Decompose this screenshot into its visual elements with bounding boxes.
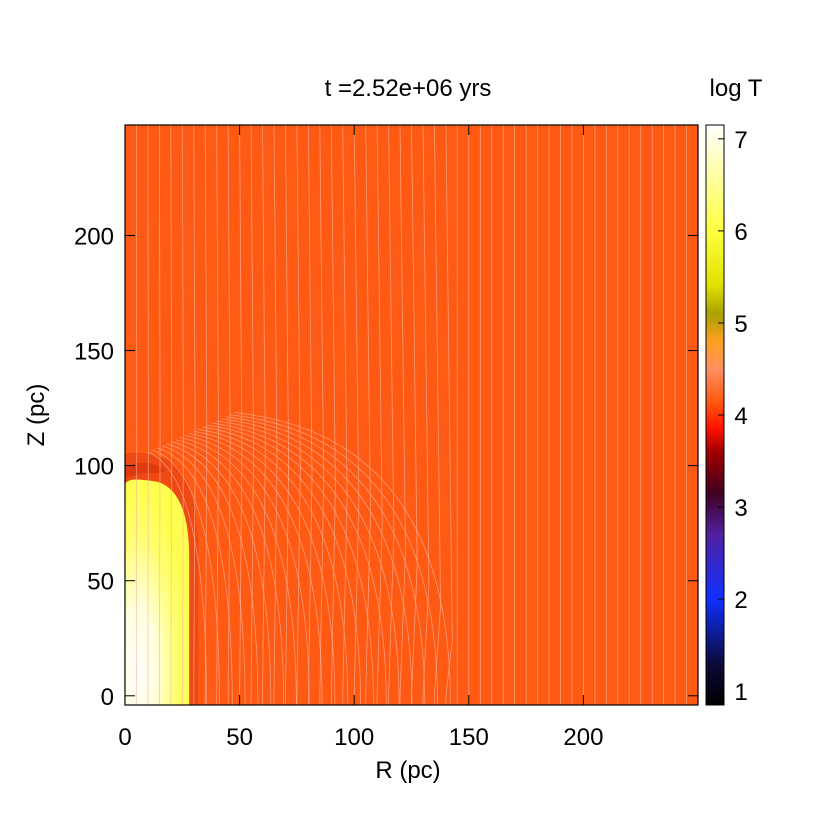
- field-arc: [147, 451, 207, 705]
- chart-title: t =2.52e+06 yrs: [325, 75, 492, 102]
- field-line: [399, 125, 406, 705]
- y-tick-label: 200: [74, 223, 114, 250]
- hot-bubble: [125, 479, 190, 705]
- field-line: [422, 125, 430, 705]
- field-arc: [156, 447, 233, 705]
- field-line: [193, 125, 196, 705]
- field-line: [159, 125, 161, 705]
- field-arc: [184, 435, 310, 705]
- colorbar-label: log T: [710, 75, 763, 102]
- plot-area: [125, 125, 698, 705]
- field-arc: [234, 412, 451, 705]
- field-arc: [221, 418, 413, 705]
- field-arc: [198, 428, 349, 705]
- field-line: [445, 125, 453, 705]
- y-axis: 0 50 100 150 200: [74, 223, 698, 711]
- field-arc: [175, 439, 284, 705]
- y-tick-label: 100: [74, 454, 114, 481]
- field-line: [262, 125, 266, 705]
- colorbar-tick-label: 4: [734, 403, 747, 430]
- field-arc: [189, 433, 323, 705]
- field-line: [239, 125, 243, 705]
- y-tick-label: 0: [101, 684, 114, 711]
- field-line: [250, 125, 255, 705]
- field-line: [285, 125, 290, 705]
- background-temperature-field: [125, 125, 698, 705]
- x-tick-label: 100: [334, 724, 374, 751]
- x-tick-label: 0: [118, 724, 131, 751]
- y-tick-label: 50: [87, 569, 114, 596]
- field-line: [411, 125, 418, 705]
- field-line: [296, 125, 301, 705]
- field-line: [434, 125, 442, 705]
- field-line: [273, 125, 278, 705]
- field-line: [388, 125, 395, 705]
- field-arc: [225, 416, 426, 705]
- field-line: [342, 125, 348, 705]
- y-axis-label: Z (pc): [23, 384, 50, 447]
- colorbar-tick-label: 2: [734, 587, 747, 614]
- colorbar-tick-label: 5: [734, 311, 747, 338]
- x-tick-label: 200: [563, 724, 603, 751]
- field-line: [353, 125, 360, 705]
- field-arc: [202, 426, 361, 705]
- field-arc: [152, 449, 220, 705]
- field-line: [147, 125, 149, 705]
- x-tick-label: 50: [226, 724, 253, 751]
- colorbar-tick-label: 7: [734, 127, 747, 154]
- field-arc: [207, 424, 374, 705]
- field-arc: [166, 443, 259, 705]
- field-line: [216, 125, 219, 705]
- field-line: [227, 125, 231, 705]
- field-line: [308, 125, 313, 705]
- hot-bubble-layer: [125, 479, 190, 705]
- colorbar-ticks: 1 2 3 4 5 6 7: [718, 127, 748, 706]
- field-line: [365, 125, 371, 705]
- shell-dark-cap: [125, 462, 167, 478]
- plot-frame: [124, 124, 699, 706]
- field-arc: [230, 414, 438, 705]
- field-line: [181, 125, 184, 705]
- colorbar-tick-label: 1: [734, 679, 747, 706]
- field-arc: [212, 422, 387, 705]
- x-axis: 0 50 100 150 200: [118, 125, 603, 751]
- colorbar-tick-label: 3: [734, 495, 747, 522]
- field-lines-layer: [125, 125, 698, 705]
- field-arc: [170, 441, 272, 705]
- field-line: [319, 125, 325, 705]
- field-arc: [179, 437, 297, 705]
- colorbar-tick-label: 6: [734, 219, 747, 246]
- field-arc: [161, 445, 246, 705]
- y-tick-label: 150: [74, 339, 114, 366]
- field-arc: [193, 430, 336, 705]
- field-arc: [216, 420, 400, 705]
- x-axis-label: R (pc): [375, 757, 440, 784]
- field-line: [204, 125, 208, 705]
- field-line: [330, 125, 336, 705]
- x-tick-label: 150: [449, 724, 489, 751]
